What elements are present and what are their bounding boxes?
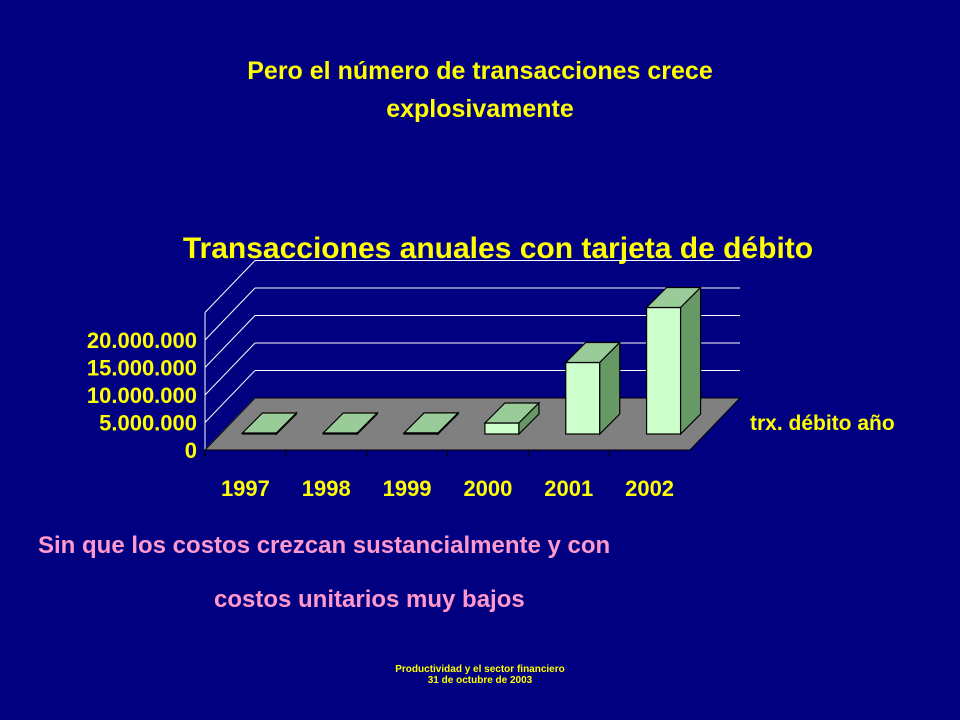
body-text-line-2: costos unitarios muy bajos (214, 586, 525, 613)
chart-bars (240, 286, 703, 436)
chart-title: Transacciones anuales con tarjeta de déb… (183, 232, 813, 265)
y-tick-label: 20.000.000 (87, 328, 197, 353)
y-tick-label: 10.000.000 (87, 383, 197, 408)
bar-front (645, 306, 682, 435)
slide-title-line-2: explosivamente (386, 95, 574, 123)
bar-2001 (564, 341, 622, 436)
footer-line-1: Productividad y el sector financiero (395, 664, 565, 675)
x-tick-label: 2002 (625, 476, 674, 501)
bar-side (437, 411, 459, 436)
x-tick-label: 2001 (544, 476, 593, 501)
x-tick-label: 1997 (221, 476, 270, 501)
side-gridline (204, 342, 256, 396)
bar-1997 (240, 411, 298, 436)
x-axis-ticks: 1997 1998 1999 2000 2001 2002 (204, 450, 674, 501)
bar-side (679, 286, 702, 436)
bar-2000 (483, 401, 541, 436)
bar-front (565, 361, 601, 435)
side-gridline (204, 315, 256, 368)
series-label: trx. débito año (750, 412, 895, 435)
y-tick-label: 5.000.000 (99, 411, 197, 436)
bar-side (518, 401, 540, 436)
side-gridline (204, 370, 256, 423)
x-tick-label: 1998 (302, 476, 351, 501)
x-tick-label: 1999 (383, 476, 432, 501)
bar-2002 (645, 286, 703, 436)
slide-title-line-1: Pero el número de transacciones crece (247, 57, 713, 85)
bar-front (484, 422, 520, 435)
footer-line-2: 31 de octubre de 2003 (427, 675, 533, 686)
side-gridline (204, 260, 256, 313)
bar-side (356, 411, 378, 436)
x-tick-label: 2000 (463, 476, 512, 501)
bar-1998 (321, 411, 379, 436)
y-tick-label: 0 (185, 438, 197, 463)
bar-side (275, 411, 298, 436)
body-text-line-1: Sin que los costos crezcan sustancialmen… (38, 532, 611, 559)
bar-1999 (402, 411, 460, 436)
slide-title: Pero el número de transacciones crece ex… (130, 52, 830, 128)
side-gridline (204, 287, 256, 341)
y-tick-label: 15.000.000 (87, 356, 197, 381)
bar-side (599, 341, 621, 436)
footer: Productividad y el sector financiero 31 … (380, 664, 580, 686)
